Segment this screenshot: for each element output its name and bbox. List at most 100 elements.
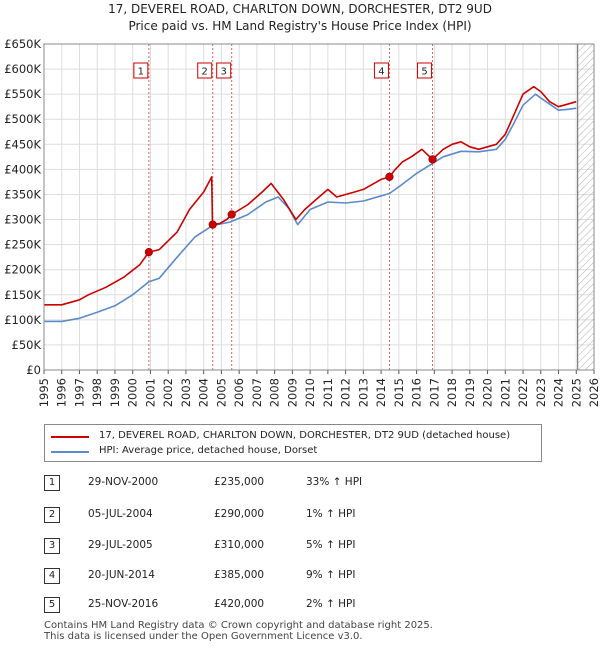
transaction-label-box	[216, 62, 232, 79]
grid	[43, 43, 595, 371]
x-tick-label: 2008	[268, 378, 282, 407]
y-tick-label: £0	[26, 363, 41, 377]
legend-label-property: 17, DEVEREL ROAD, CHARLTON DOWN, DORCHES…	[99, 430, 511, 441]
transaction-number: 1	[44, 475, 60, 491]
transaction-number: 2	[44, 507, 60, 523]
plot-area	[44, 44, 594, 370]
x-tick-label: 2021	[498, 378, 512, 407]
transaction-label: 3	[221, 67, 227, 78]
x-tick-label: 1995	[37, 378, 51, 407]
transaction-point	[428, 155, 437, 164]
hpi-line	[44, 93, 577, 323]
footer-licence: This data is licensed under the Open Gov…	[44, 631, 363, 642]
x-tick-label: 2001	[143, 378, 157, 407]
y-tick-label: £500K	[4, 112, 41, 126]
y-tick-label: £600K	[4, 62, 41, 76]
transaction-number: 5	[44, 597, 60, 613]
transaction-label-box	[197, 62, 213, 79]
x-tick-label: 1999	[108, 378, 122, 407]
transaction-date: 05-JUL-2004	[88, 508, 153, 520]
transaction-hpi: 1% ↑ HPI	[306, 508, 356, 520]
x-tick-label: 2015	[392, 378, 406, 407]
transaction-label-box	[373, 62, 389, 79]
x-tick-label: 2007	[250, 378, 264, 407]
transaction-number: 4	[44, 568, 60, 584]
x-tick-label: 1997	[72, 378, 86, 407]
transaction-date: 29-JUL-2005	[88, 539, 153, 551]
x-tick-label: 2009	[285, 378, 299, 407]
transaction-point	[385, 172, 394, 182]
x-tick-label: 2005	[214, 378, 228, 407]
legend: 17, DEVEREL ROAD, CHARLTON DOWN, DORCHES…	[44, 424, 542, 462]
x-tick-label: 2025	[569, 378, 583, 407]
transaction-price: £420,000	[214, 598, 265, 610]
y-tick-label: £400K	[4, 162, 41, 176]
x-tick-label: 2023	[534, 378, 548, 407]
y-tick-label: £650K	[4, 37, 41, 51]
y-tick-label: £100K	[4, 313, 41, 327]
x-tick-label: 2012	[339, 378, 353, 407]
x-tick-label: 1998	[90, 378, 104, 407]
transaction-date: 29-NOV-2000	[88, 476, 159, 488]
transaction-label-box	[133, 62, 149, 79]
transaction-date: 25-NOV-2016	[88, 598, 159, 610]
x-tick-label: 2010	[303, 378, 317, 407]
transaction-price: £310,000	[214, 539, 265, 551]
footer-copyright: Contains HM Land Registry data © Crown c…	[44, 620, 433, 631]
x-tick-label: 2011	[321, 378, 335, 407]
transaction-label: 1	[138, 67, 144, 78]
transaction-hpi: 33% ↑ HPI	[306, 476, 363, 488]
x-tick-label: 2006	[232, 378, 246, 407]
forecast-region	[577, 44, 594, 370]
y-tick-label: £450K	[4, 137, 41, 151]
y-tick-label: £550K	[4, 87, 41, 101]
axes: £0 £50K £100K £150K £200K £250K £300K £350K £400…	[4, 37, 600, 407]
transaction-hpi: 5% ↑ HPI	[306, 539, 356, 551]
transaction-points	[144, 155, 437, 257]
x-tick-label: 2024	[552, 378, 566, 407]
transaction-label: 5	[421, 67, 427, 78]
x-tick-label: 2026	[587, 378, 600, 407]
series-lines	[44, 85, 577, 323]
legend-label-hpi: HPI: Average price, detached house, Dors…	[99, 445, 318, 456]
x-tick-label: 2013	[356, 378, 370, 407]
transaction-price: £385,000	[214, 569, 265, 581]
transaction-number: 3	[44, 538, 60, 554]
x-tick-label: 2018	[445, 378, 459, 407]
chart-title: 17, DEVEREL ROAD, CHARLTON DOWN, DORCHES…	[108, 2, 492, 16]
future-shade	[577, 44, 594, 370]
x-tick-label: 1996	[55, 378, 69, 407]
transaction-hpi: 9% ↑ HPI	[306, 569, 356, 581]
x-tick-label: 2014	[374, 378, 388, 407]
transaction-label: 4	[378, 67, 384, 78]
transaction-price: £235,000	[214, 476, 265, 488]
x-tick-label: 2003	[179, 378, 193, 407]
transaction-hpi: 2% ↑ HPI	[306, 598, 356, 610]
y-tick-label: £300K	[4, 213, 41, 227]
transaction-point	[227, 210, 236, 219]
y-tick-label: £50K	[12, 338, 42, 352]
x-tick-label: 2016	[410, 378, 424, 407]
x-tick-label: 2017	[427, 378, 441, 407]
transaction-price: £290,000	[214, 508, 265, 520]
y-tick-label: £200K	[4, 263, 41, 277]
transaction-markers: 1 2 3 4 5	[133, 44, 434, 370]
y-tick-label: £250K	[4, 238, 41, 252]
chart-subtitle: Price paid vs. HM Land Registry's House …	[128, 19, 472, 33]
legend-swatch-property	[51, 436, 89, 438]
transaction-point	[208, 220, 217, 229]
x-tick-label: 2020	[481, 378, 495, 407]
y-tick-label: £350K	[4, 187, 41, 201]
property-price-line	[44, 85, 577, 306]
plot-border	[43, 43, 595, 371]
price-chart: 1 2 3 4 5 £0 £50K £100K £150K £200K £250K £300K £35…	[4, 37, 600, 407]
y-tick-label: £150K	[4, 288, 41, 302]
transaction-label: 2	[202, 67, 208, 78]
transaction-point	[144, 248, 153, 257]
x-tick-label: 2002	[161, 378, 175, 407]
x-tick-label: 2019	[463, 378, 477, 407]
x-tick-label: 2000	[126, 378, 140, 407]
x-tick-label: 2004	[197, 378, 211, 407]
transaction-label-box	[417, 62, 433, 79]
transaction-date: 20-JUN-2014	[88, 569, 155, 581]
